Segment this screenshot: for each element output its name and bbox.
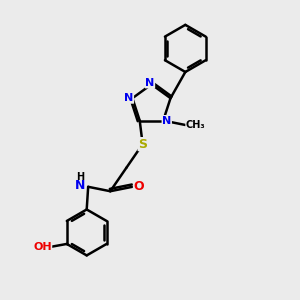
Text: S: S	[138, 138, 147, 151]
Text: N: N	[146, 78, 154, 88]
Text: CH₃: CH₃	[186, 120, 206, 130]
Text: N: N	[75, 179, 85, 192]
Text: O: O	[134, 180, 144, 193]
Text: OH: OH	[33, 242, 52, 252]
Text: H: H	[76, 172, 84, 182]
Text: N: N	[162, 116, 171, 126]
Text: N: N	[124, 93, 134, 103]
